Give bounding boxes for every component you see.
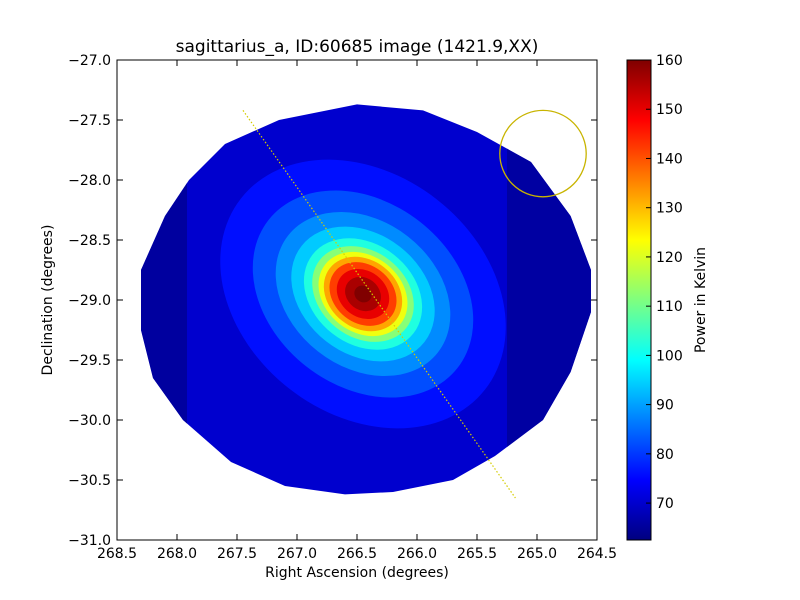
colorbar-tick-label: 100	[656, 348, 683, 364]
x-tick-label: 265.0	[517, 546, 557, 562]
colorbar-tick-label: 120	[656, 250, 683, 266]
chart-title: sagittarius_a, ID:60685 image (1421.9,XX…	[176, 37, 539, 57]
y-tick-label: −28.0	[68, 173, 111, 189]
colorbar-tick-label: 140	[656, 151, 683, 167]
overlay-beam-circle	[499, 109, 587, 198]
y-tick-label: −30.0	[68, 413, 111, 429]
heatmap-contour	[354, 285, 372, 303]
y-tick-label: −28.5	[68, 233, 111, 249]
x-tick-label: 266.0	[397, 546, 437, 562]
colorbar-ticks: 160 150 140 130 120 110 100 90 80 70	[646, 53, 683, 512]
y-tick-label: −30.5	[68, 473, 111, 489]
x-tick-label: 267.0	[277, 546, 317, 562]
colorbar-tick-label: 130	[656, 201, 683, 217]
x-tick-label: 266.5	[337, 546, 377, 562]
x-axis-label: Right Ascension (degrees)	[265, 565, 449, 581]
y-tick-label: −29.5	[68, 353, 111, 369]
y-axis-ticks: −27.0 −27.5 −28.0 −28.5 −29.0 −29.5 −30.0 −30.5…	[68, 53, 597, 549]
y-tick-label: −27.0	[68, 53, 111, 69]
colorbar-label: Power in Kelvin	[693, 247, 709, 353]
colorbar-tick-label: 70	[656, 496, 674, 512]
colorbar-tick-label: 90	[656, 398, 674, 414]
plot-area: 268.5 268.0 267.5 267.0 266.5 266.0 265.5 265.0…	[68, 53, 617, 562]
y-axis-label: Declination (degrees)	[40, 225, 56, 376]
y-tick-label: −27.5	[68, 113, 111, 129]
colorbar-tick-label: 110	[656, 299, 683, 315]
x-tick-label: 264.5	[577, 546, 617, 562]
colorbar-tick-label: 150	[656, 102, 683, 118]
x-tick-label: 268.0	[157, 546, 197, 562]
x-tick-label: 268.5	[97, 546, 137, 562]
colorbar-tick-label: 80	[656, 447, 674, 463]
y-tick-label: −29.0	[68, 293, 111, 309]
colorbar-frame	[626, 59, 652, 541]
colorbar-gradient	[627, 60, 651, 540]
x-tick-label: 265.5	[457, 546, 497, 562]
colorbar: 160 150 140 130 120 110 100 90 80 70 Power in Kel…	[626, 53, 709, 541]
y-tick-label: −31.0	[68, 533, 111, 549]
x-tick-label: 267.5	[217, 546, 257, 562]
colorbar-tick-label: 160	[656, 53, 683, 69]
x-axis-ticks: 268.5 268.0 267.5 267.0 266.5 266.0 265.5 265.0…	[97, 60, 617, 562]
